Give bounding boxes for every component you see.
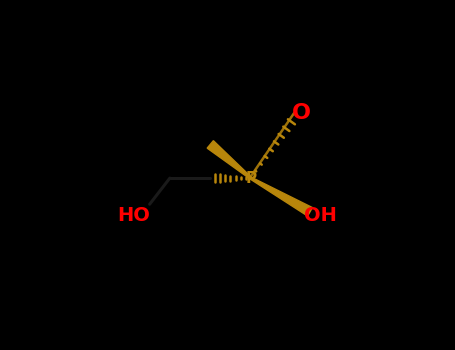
Text: OH: OH	[304, 206, 337, 225]
Polygon shape	[207, 141, 252, 179]
Polygon shape	[250, 177, 313, 216]
Text: HO: HO	[117, 205, 150, 224]
Text: O: O	[292, 103, 311, 122]
Text: P: P	[245, 170, 256, 186]
